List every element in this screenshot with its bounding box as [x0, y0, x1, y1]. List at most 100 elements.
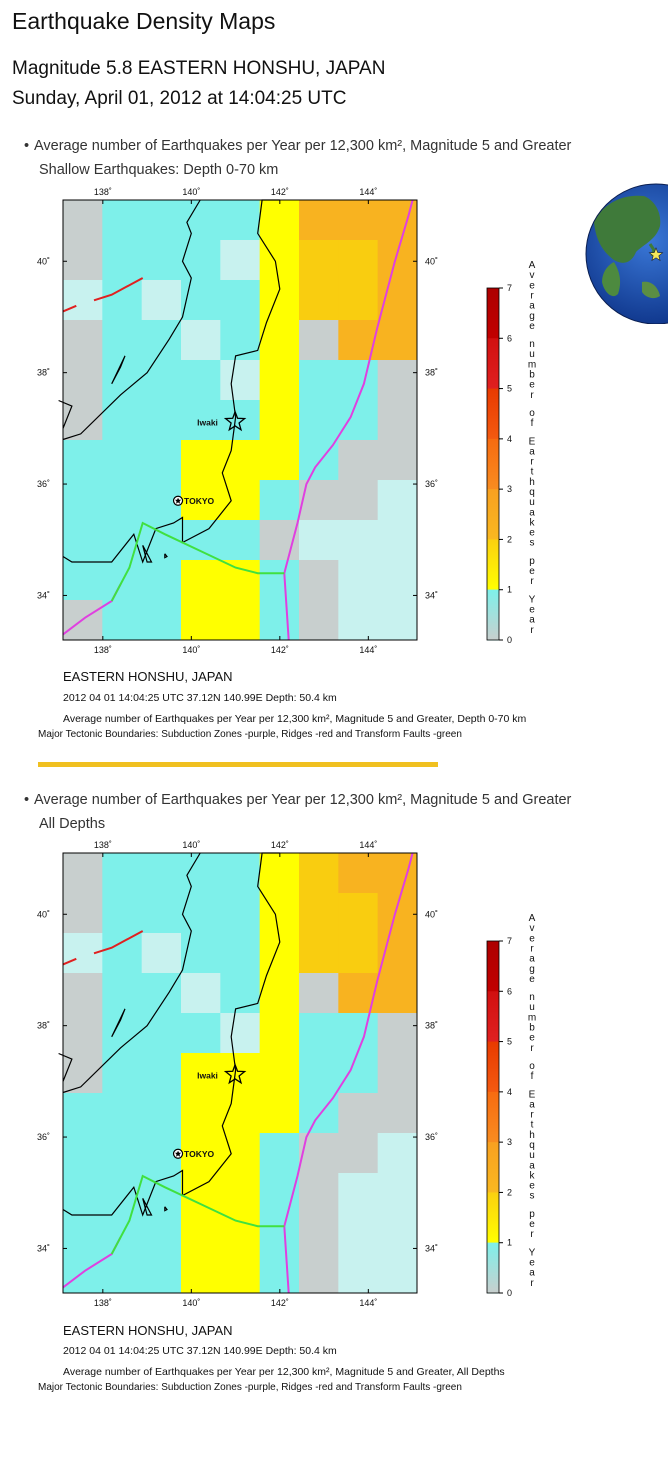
colorbar-tick-label: 1 [507, 585, 512, 595]
density-cell [181, 1053, 221, 1094]
colorbar-tick-label: 5 [507, 1037, 512, 1047]
lon-tick-label-top: 142˚ [271, 187, 289, 197]
colorbar-tick-label: 2 [507, 534, 512, 544]
density-cell [338, 1133, 379, 1174]
density-cell [181, 1213, 221, 1254]
density-cell [259, 1213, 300, 1254]
density-cell [338, 1213, 379, 1254]
lat-tick-label-right: 34˚ [425, 1243, 438, 1253]
epicenter-label: Iwaki [197, 1071, 218, 1081]
lat-tick-label-left: 34˚ [37, 590, 50, 600]
density-cell [299, 1053, 339, 1094]
density-cell [299, 320, 339, 361]
density-cell [259, 1093, 300, 1134]
lon-tick-label-bottom: 144˚ [359, 1298, 377, 1308]
density-cell [181, 1133, 221, 1174]
density-cell [259, 400, 300, 441]
colorbar-tick-label: 0 [507, 635, 512, 645]
event-date: Sunday, April 01, 2012 at 14:04:25 UTC [12, 88, 347, 109]
density-cell [141, 440, 182, 481]
lat-tick-label-right: 40˚ [425, 256, 438, 266]
lat-tick-label-right: 36˚ [425, 479, 438, 489]
density-cell [338, 1013, 379, 1054]
density-cell [259, 200, 300, 241]
density-cell [141, 853, 182, 894]
ridge [62, 304, 77, 313]
density-cell [63, 1013, 103, 1054]
density-cell [63, 1133, 103, 1174]
section-1-caption-tectonic: Major Tectonic Boundaries: Subduction Zo… [38, 729, 462, 740]
density-cell [102, 440, 143, 481]
density-cell [377, 360, 418, 401]
colorbar-frame [486, 287, 500, 641]
colorbar-frame [486, 940, 500, 1294]
lat-tick-label-left: 40˚ [37, 909, 50, 919]
density-cell [220, 240, 261, 281]
island [164, 1206, 168, 1212]
colorbar-segment [487, 388, 499, 440]
density-grid [63, 853, 418, 1294]
density-cell [181, 600, 221, 641]
density-cell [338, 893, 379, 934]
density-map-all-depths: 138˚138˚140˚140˚142˚142˚144˚144˚40˚ 40˚38… [37, 840, 536, 1308]
section-2-caption-place: EASTERN HONSHU, JAPAN [63, 1323, 233, 1338]
colorbar-segment [487, 1192, 499, 1244]
density-cell [181, 1253, 221, 1294]
section-1-heading: • Average number of Earthquakes per Year … [24, 138, 572, 154]
izu-peninsula [142, 545, 153, 563]
density-cell [299, 240, 339, 281]
density-cell [141, 1213, 182, 1254]
density-cell [181, 933, 221, 974]
density-cell [102, 280, 143, 321]
lon-tick-label-bottom: 144˚ [359, 645, 377, 655]
colorbar-segment [487, 1091, 499, 1143]
colorbar-tick-label: 4 [507, 434, 512, 444]
density-cell [220, 973, 261, 1014]
density-cell [220, 1093, 261, 1134]
density-cell [141, 240, 182, 281]
density-cell [181, 280, 221, 321]
density-cell [299, 400, 339, 441]
section-2-heading: • Average number of Earthquakes per Year … [24, 792, 572, 808]
density-cell [259, 1013, 300, 1054]
colorbar-segment [487, 539, 499, 591]
density-cell [338, 200, 379, 241]
density-cell [220, 200, 261, 241]
density-cell [63, 1053, 103, 1094]
section-2-subheading: All Depths [39, 816, 106, 832]
density-cell [220, 1053, 261, 1094]
density-cell [102, 1013, 143, 1054]
lat-tick-label-left: 36˚ [37, 479, 50, 489]
density-cell [377, 440, 418, 481]
density-cell [102, 853, 143, 894]
density-cell [338, 280, 379, 321]
density-cell [299, 933, 339, 974]
lat-tick-label-right: 34˚ [425, 590, 438, 600]
lat-tick-label-left: 38˚ [37, 368, 50, 378]
density-cell [220, 933, 261, 974]
epicenter-star-icon [223, 1062, 247, 1085]
density-cell [338, 520, 379, 561]
density-cell [181, 973, 221, 1014]
density-cell [338, 1173, 379, 1214]
density-cell [102, 973, 143, 1014]
density-cell [220, 1253, 261, 1294]
density-cell [63, 240, 103, 281]
colorbar-segment [487, 489, 499, 540]
density-cell [141, 320, 182, 361]
density-cell [102, 200, 143, 241]
density-cell [338, 360, 379, 401]
density-cell [141, 1093, 182, 1134]
density-cell [63, 973, 103, 1014]
colorbar-tick-label: 7 [507, 936, 512, 946]
map-frame [62, 199, 418, 641]
density-cell [338, 973, 379, 1014]
lat-tick-label-right: 38˚ [425, 1021, 438, 1031]
density-cell [259, 853, 300, 894]
colorbar-tick-label: 3 [507, 484, 512, 494]
colorbar-tick-label: 6 [507, 333, 512, 343]
density-cell [102, 1133, 143, 1174]
density-cell [63, 853, 103, 894]
density-cell [220, 440, 261, 481]
